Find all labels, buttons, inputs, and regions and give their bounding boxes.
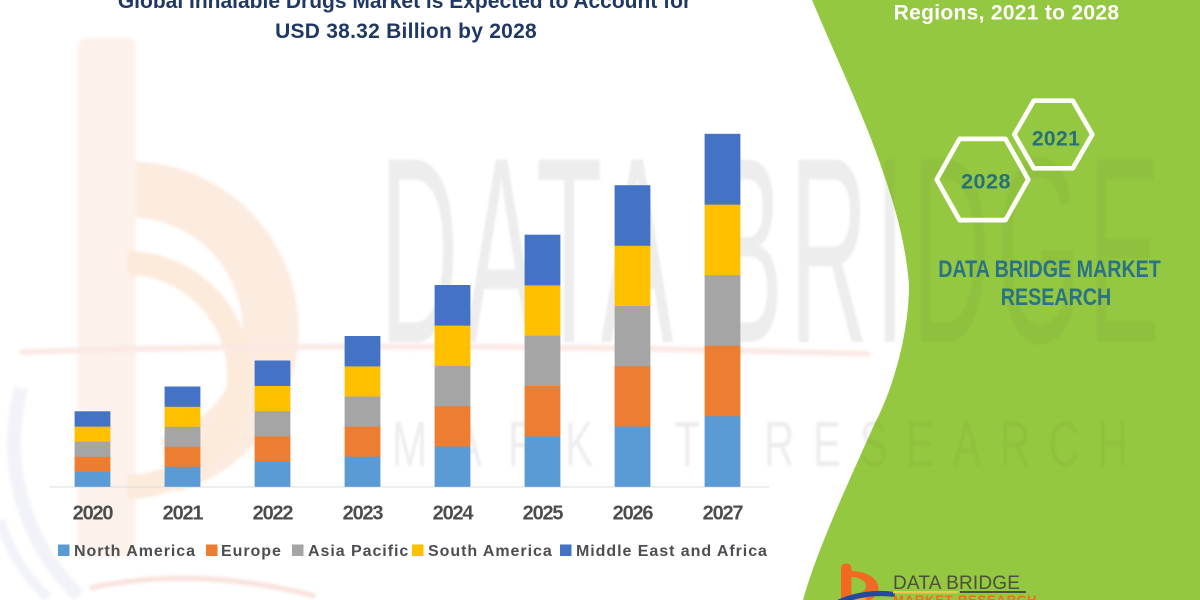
svg-text:RESEARCH: RESEARCH [1001, 283, 1111, 310]
svg-text:Regions, 2021 to 2028: Regions, 2021 to 2028 [894, 2, 1120, 25]
svg-text:2028: 2028 [961, 169, 1011, 193]
svg-text:Global Inhalable Drugs Market: Global Inhalable Drugs Market is Expecte… [118, 0, 691, 13]
svg-text:DATA BRIDGE MARKET: DATA BRIDGE MARKET [938, 255, 1161, 282]
svg-text:Middle East and Africa: Middle East and Africa [576, 543, 768, 560]
svg-text:2020: 2020 [73, 503, 114, 525]
svg-text:Asia Pacific: Asia Pacific [308, 543, 409, 560]
svg-text:MARKET RESEARCH: MARKET RESEARCH [893, 593, 1037, 600]
svg-text:USD 38.32 Billion by 2028: USD 38.32 Billion by 2028 [275, 20, 537, 43]
svg-text:2024: 2024 [433, 503, 475, 525]
svg-text:2022: 2022 [253, 503, 294, 525]
svg-text:South America: South America [428, 543, 553, 560]
svg-text:2021: 2021 [163, 503, 204, 525]
svg-text:2027: 2027 [703, 503, 744, 525]
svg-text:DATA BRIDGE: DATA BRIDGE [893, 573, 1020, 594]
svg-text:2023: 2023 [343, 503, 384, 525]
svg-text:2021: 2021 [1032, 128, 1080, 151]
svg-text:Europe: Europe [221, 543, 282, 560]
svg-text:2025: 2025 [523, 503, 564, 525]
svg-text:North America: North America [74, 543, 196, 560]
svg-text:2026: 2026 [613, 503, 654, 525]
